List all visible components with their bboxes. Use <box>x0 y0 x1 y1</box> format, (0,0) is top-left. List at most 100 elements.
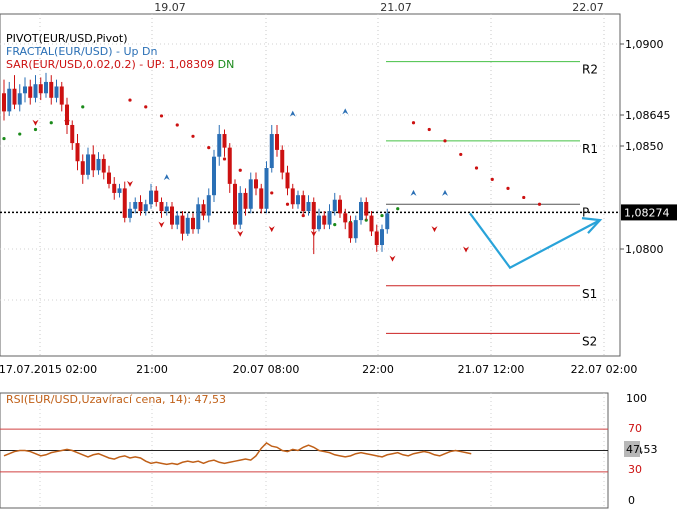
sar-dot-up <box>333 223 337 227</box>
sar-legend-up: UP: 1,08309 <box>147 58 214 71</box>
sar-dot-up <box>2 136 6 141</box>
candle-body <box>80 161 85 175</box>
sar-dot-down <box>270 191 274 195</box>
candle-body <box>107 172 111 184</box>
candle-body <box>285 172 290 189</box>
candle-body <box>180 215 185 234</box>
fractal-up-marker <box>442 189 448 196</box>
candle-body <box>254 179 258 189</box>
candle-body <box>332 199 337 212</box>
candle-body <box>170 206 174 225</box>
candle-body <box>65 104 69 125</box>
sar-dot-down <box>222 157 227 161</box>
sar-dot-down <box>207 146 211 150</box>
fractal-down-marker <box>64 119 70 126</box>
indicator-legend: PIVOT(EUR/USD,Pivot) FRACTAL(EUR/USD) - … <box>6 32 234 71</box>
candle-body <box>49 81 54 98</box>
candle-body <box>364 201 369 216</box>
candle-body <box>159 201 164 212</box>
pivot-label: S1 <box>582 287 597 301</box>
rsi-panel[interactable] <box>0 428 608 473</box>
rsi-tick-label: 0 <box>628 494 635 507</box>
sar-dot-down <box>144 105 148 109</box>
fractal-up-marker <box>342 108 349 115</box>
fractal-down-marker <box>127 180 133 187</box>
top-date-label: 21.07 <box>380 1 412 14</box>
candle-body <box>301 195 306 212</box>
candle-body <box>133 201 138 209</box>
candle-body <box>44 81 48 94</box>
price-tick-label: 1,08645 <box>625 109 671 122</box>
candle-body <box>306 201 311 212</box>
candle-body <box>374 231 379 246</box>
candle-body <box>280 149 285 173</box>
projection-arrowhead <box>581 217 603 234</box>
candle-body <box>7 88 12 112</box>
sar-dot-down <box>411 121 416 125</box>
candle-body <box>385 213 390 230</box>
sar-dot-down <box>191 134 195 138</box>
projection-line <box>469 212 601 270</box>
sar-legend: SAR(EUR/USD,0.02,0.2) - UP: 1,08309 DN <box>6 58 234 71</box>
projection-arrow[interactable] <box>469 212 603 270</box>
candle-body <box>191 217 195 230</box>
candles[interactable] <box>2 72 390 255</box>
candle-body <box>175 215 180 225</box>
rsi-line <box>3 442 472 466</box>
candle-body <box>23 86 27 94</box>
candle-body <box>348 222 353 239</box>
fractal-down-marker <box>158 221 165 228</box>
candle-body <box>28 86 33 98</box>
fractal-down-marker <box>268 226 275 233</box>
pivot-label: S2 <box>582 334 597 348</box>
candle-body <box>212 156 216 196</box>
candle-body <box>369 215 374 232</box>
time-axis: 17.07.2015 02:00 21:00 20.07 08:00 22:00… <box>0 363 637 376</box>
candle-body <box>70 124 75 144</box>
candle-body <box>117 188 122 193</box>
candle-body <box>54 86 59 98</box>
candle-body <box>222 134 227 148</box>
candle-body <box>201 204 206 216</box>
candle-body <box>353 220 358 239</box>
candle-body <box>59 86 64 105</box>
rsi-tick-label: 70 <box>628 422 642 435</box>
fractal-legend-name: FRACTAL(EUR/USD) <box>6 45 113 58</box>
rsi-value-label: 47,53 <box>626 443 658 456</box>
candle-body <box>86 154 90 175</box>
rsi-value-badge <box>624 441 640 457</box>
time-tick-label: 17.07.2015 02:00 <box>0 363 97 376</box>
fractal-down-marker <box>463 246 469 253</box>
sar-dot-down <box>490 177 494 181</box>
candle-body <box>164 206 169 212</box>
sar-dot-down <box>522 195 526 200</box>
pivot-label: R1 <box>582 142 598 156</box>
candle-body <box>75 143 80 162</box>
sar-dot-down <box>537 202 542 206</box>
fractal-legend-up: Up <box>123 45 138 58</box>
time-tick-label: 21:00 <box>136 363 168 376</box>
sar-dot-down <box>474 166 479 170</box>
candle-body <box>206 195 211 216</box>
price-tick-label: 1,0900 <box>625 38 664 51</box>
sar-dot-down <box>238 168 242 172</box>
time-tick-label: 22.07 02:00 <box>571 363 638 376</box>
price-tick-label: 1,0850 <box>625 140 664 153</box>
fractal-down-marker <box>32 119 39 126</box>
time-tick-label: 20.07 08:00 <box>233 363 300 376</box>
pivot-label: R2 <box>582 63 598 77</box>
sar-legend-dn: DN <box>218 58 235 71</box>
fractal-down-marker <box>310 230 317 237</box>
candle-body <box>264 168 269 209</box>
price-tick-label: 1,0800 <box>625 243 664 256</box>
candle-body <box>327 211 332 225</box>
candle-body <box>101 158 106 173</box>
candle-body <box>275 134 279 150</box>
sar-dot-down <box>128 98 132 102</box>
fractal-up-marker <box>410 189 417 196</box>
rsi-tick-label: 100 <box>626 392 647 405</box>
fractal-down-marker <box>237 230 244 237</box>
candle-body <box>17 93 22 105</box>
grid <box>0 14 620 508</box>
